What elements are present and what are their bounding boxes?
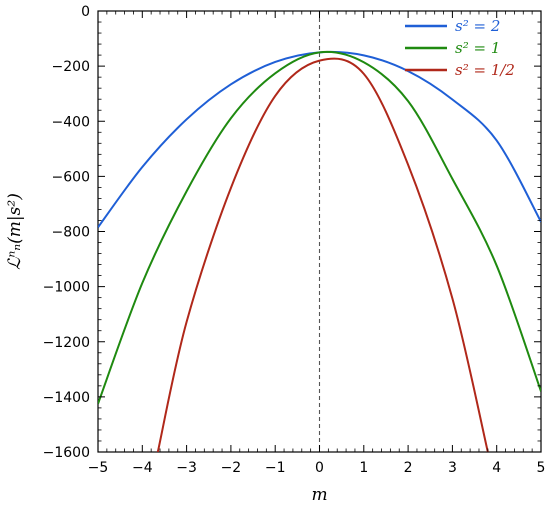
x-tick-label: 3 [448,460,457,476]
x-tick-layer: −5 −4 −3 −2 −1 0 1 2 3 4 5 [88,11,546,476]
legend-label-0: s² = 2 [455,17,500,35]
x-tick-label: −5 [88,460,109,476]
y-tick-label: −1000 [43,280,90,296]
y-tick-label: −1400 [43,390,90,406]
x-tick-label: 2 [404,460,413,476]
x-tick-label: −4 [132,460,153,476]
y-tick-label: −600 [52,169,90,185]
series-line-2 [156,57,489,452]
x-tick-label: 1 [359,460,368,476]
x-tick-label: 5 [537,460,546,476]
y-tick-label: −800 [52,225,90,241]
series-line-1 [98,50,541,405]
y-tick-label: 0 [81,4,90,20]
y-tick-label: −400 [52,114,90,130]
y-tick-label: −200 [52,59,90,75]
x-tick-label: −3 [176,460,197,476]
y-tick-label: −1200 [43,335,90,351]
y-axis-label: ℒⁿₙ(m|s²) [5,193,25,270]
x-tick-label: −2 [221,460,242,476]
legend-label-2: s² = 1/2 [455,61,515,79]
y-tick-layer: 0 −200 −400 −600 −800 −1000 −1200 −1400 −1600 [43,4,541,461]
plot-area: −5 −4 −3 −2 −1 0 1 2 3 4 5 0−200−400−600−800−1000−… [43,4,546,476]
legend-label-1: s² = 1 [455,39,500,57]
x-tick-label: 4 [492,460,501,476]
x-axis-label: m [311,485,327,505]
y-tick-label: −1600 [43,445,90,461]
legend: s² = 2 s² = 1 s² = 1/2 [405,17,515,79]
series-layer [98,50,541,452]
x-tick-label: 0 [315,460,324,476]
x-tick-label: −1 [265,460,286,476]
